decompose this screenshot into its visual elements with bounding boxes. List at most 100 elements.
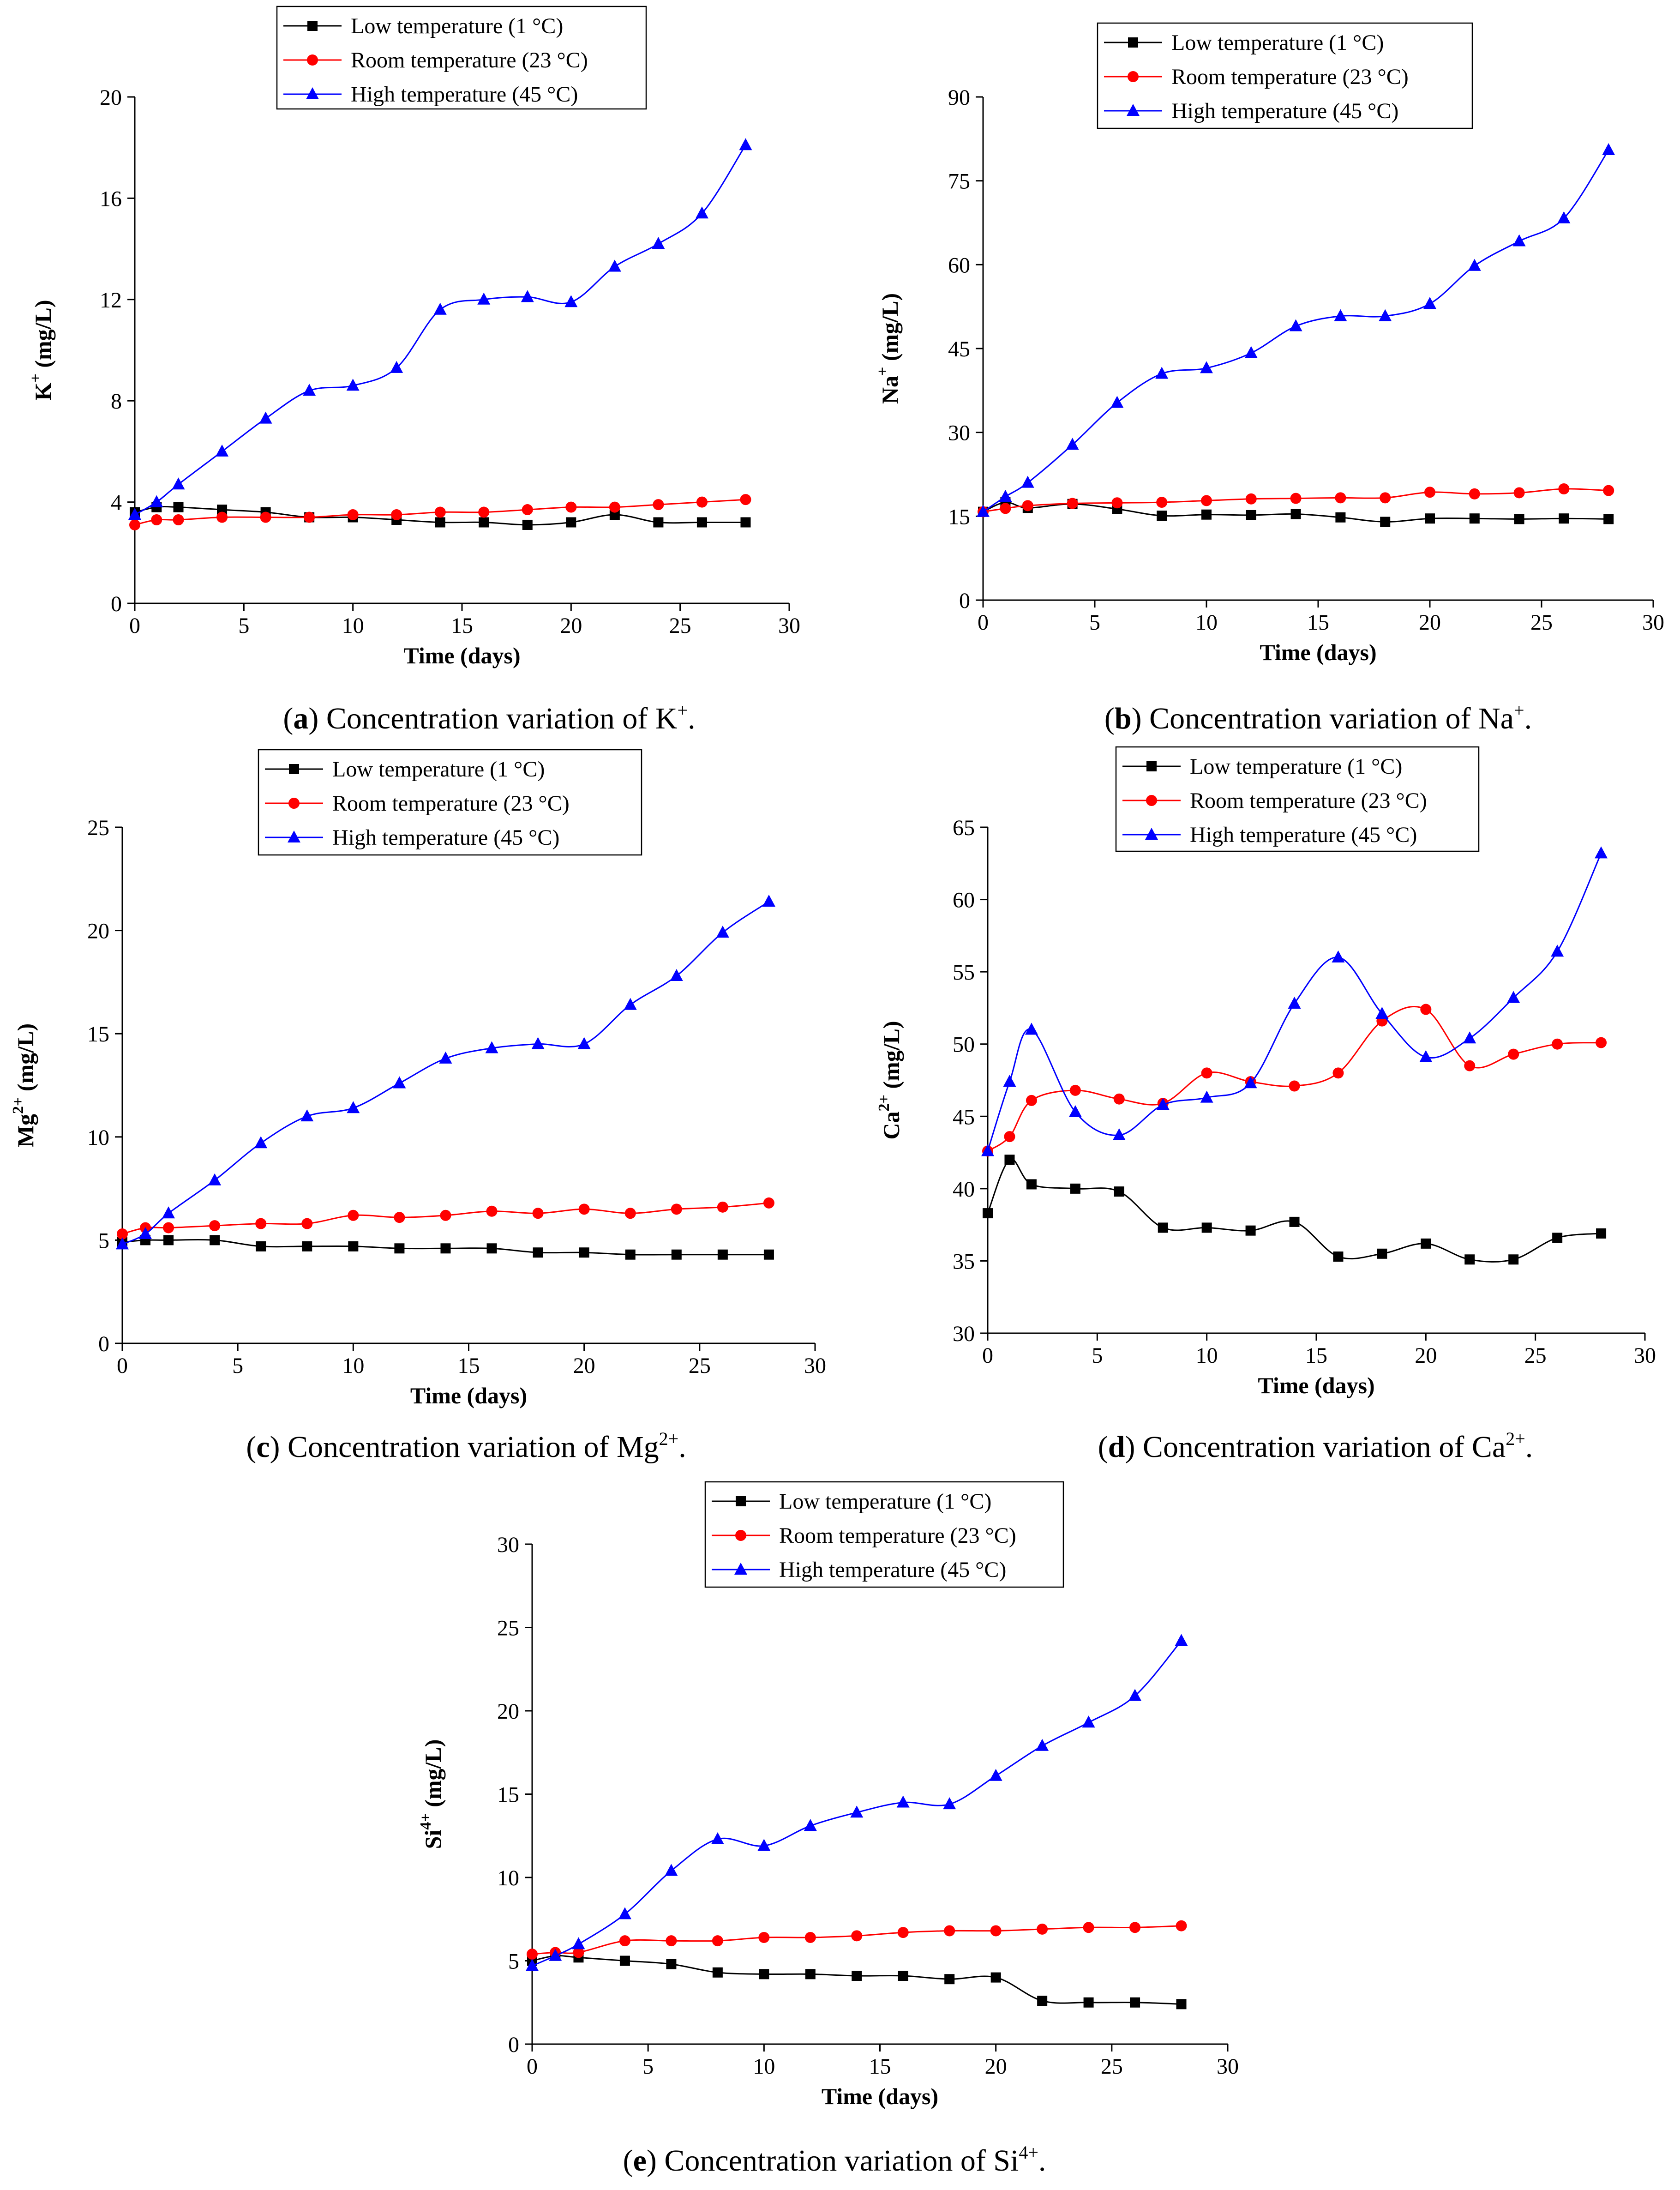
data-point-high [139, 1227, 152, 1239]
x-tick-label: 20 [560, 614, 582, 638]
series-high [526, 1634, 1188, 1971]
caption-text: Concentration variation of K [318, 702, 677, 735]
legend-label-low: Low temperature (1 °C) [779, 1489, 991, 1514]
y-tick-label: 15 [87, 1022, 109, 1047]
data-point-high [347, 1101, 360, 1113]
series-high [981, 846, 1608, 1156]
data-point-high [670, 969, 683, 981]
y-axis-label: K+ (mg/L) [27, 300, 56, 401]
data-point-room [666, 1935, 677, 1947]
data-point-high [1507, 991, 1520, 1003]
y-label-charge: 2+ [10, 1097, 27, 1114]
panel-d: 0 5 10 15 20 25 30 30 35 40 45 50 55 60 65 Time (days) C… [876, 746, 1656, 1464]
data-point-room [1113, 1093, 1125, 1105]
x-tick-label: 10 [342, 1354, 364, 1378]
data-point-high [1036, 1739, 1049, 1751]
x-axis-label: Time (days) [403, 643, 520, 668]
y-label-unit: (mg/L) [877, 293, 903, 367]
data-point-low [1130, 1997, 1140, 2008]
data-point-low [653, 517, 664, 528]
data-point-high [303, 384, 316, 396]
y-tick-label: 20 [497, 1699, 519, 1724]
caption: (a) Concentration variation of K+. [283, 700, 695, 735]
legend-label-room: Room temperature (23 °C) [332, 791, 570, 816]
data-point-low [486, 1243, 497, 1254]
data-point-high [652, 237, 665, 249]
data-point-room [527, 1949, 538, 1960]
y-tick-label: 0 [98, 1332, 109, 1356]
x-tick-label: 20 [573, 1354, 595, 1378]
x-tick-label: 5 [1089, 610, 1100, 635]
x-tick-label: 15 [1305, 1343, 1327, 1368]
data-point-low [1333, 1251, 1344, 1262]
data-point-low [1603, 514, 1614, 524]
y-label-unit: (mg/L) [878, 1021, 904, 1095]
data-point-low [302, 1241, 312, 1251]
caption-letter: d [1108, 1430, 1125, 1464]
data-point-room [1289, 1080, 1300, 1092]
panel-b: 0 5 10 15 20 25 30 0 15 30 45 60 75 90 Time (days) Na+ … [874, 22, 1664, 735]
caption-sup: + [678, 700, 688, 721]
data-point-room [758, 1931, 770, 1943]
y-tick-label: 30 [953, 1322, 975, 1346]
data-point-room [1201, 1067, 1212, 1079]
caption: (d) Concentration variation of Ca2+. [1098, 1428, 1533, 1464]
data-point-low [256, 1241, 266, 1251]
data-point-high [1244, 346, 1258, 358]
legend-marker-high [734, 1563, 747, 1575]
data-point-high [624, 998, 637, 1010]
data-point-room [1508, 1048, 1519, 1060]
data-point-room [260, 511, 271, 523]
x-tick-label: 30 [804, 1354, 826, 1378]
y-label-ion: Ca [878, 1111, 904, 1139]
legend: Low temperature (1 °C) Room temperature (… [276, 6, 647, 110]
x-tick-label: 30 [778, 614, 800, 638]
data-point-low [671, 1249, 682, 1260]
x-tick-label: 5 [232, 1354, 243, 1378]
data-point-room [1201, 495, 1212, 506]
data-point-high [896, 1795, 910, 1808]
series-line-room [983, 488, 1609, 513]
legend-marker-high [306, 87, 319, 99]
data-point-room [1022, 500, 1033, 511]
legend-marker-room [735, 1530, 746, 1541]
y-tick-label: 60 [948, 253, 970, 277]
caption-sup: 4+ [1019, 2142, 1038, 2163]
y-axis-label: Si4+ (mg/L) [417, 1739, 446, 1849]
data-point-low [712, 1967, 723, 1978]
y-tick-label: 10 [497, 1866, 519, 1890]
data-point-room [117, 1228, 128, 1239]
data-point-room [1245, 493, 1257, 505]
caption-paren-open: ( [246, 1430, 256, 1464]
data-point-high [1156, 1098, 1170, 1110]
data-point-low [1380, 517, 1391, 527]
legend-marker-room [307, 54, 318, 66]
data-point-room [1129, 1922, 1141, 1933]
caption-sup: 2+ [1506, 1428, 1525, 1449]
x-axis-label: Time (days) [1258, 1372, 1374, 1398]
series-room [978, 483, 1614, 517]
data-point-high [1021, 475, 1034, 488]
data-point-high [150, 495, 163, 507]
data-point-high [1419, 1050, 1433, 1062]
data-point-room [1037, 1923, 1048, 1935]
data-point-low [944, 1974, 955, 1985]
data-point-high [608, 259, 621, 272]
caption-paren-open: ( [283, 702, 293, 735]
data-point-high [390, 361, 403, 373]
data-point-high [999, 489, 1012, 502]
data-point-low [440, 1243, 451, 1254]
series-line-high [987, 853, 1602, 1151]
data-point-room [478, 506, 490, 518]
caption-text: Concentration variation of Si [657, 2144, 1019, 2178]
series-room [117, 1197, 774, 1239]
data-point-room [1603, 485, 1614, 496]
data-point-high [977, 505, 990, 517]
data-point-high [1003, 1075, 1016, 1087]
data-point-room [1083, 1922, 1094, 1933]
data-point-low [1201, 1222, 1212, 1233]
y-tick-label: 8 [111, 389, 122, 414]
data-point-low [1290, 509, 1301, 519]
data-point-low [759, 1969, 769, 1979]
